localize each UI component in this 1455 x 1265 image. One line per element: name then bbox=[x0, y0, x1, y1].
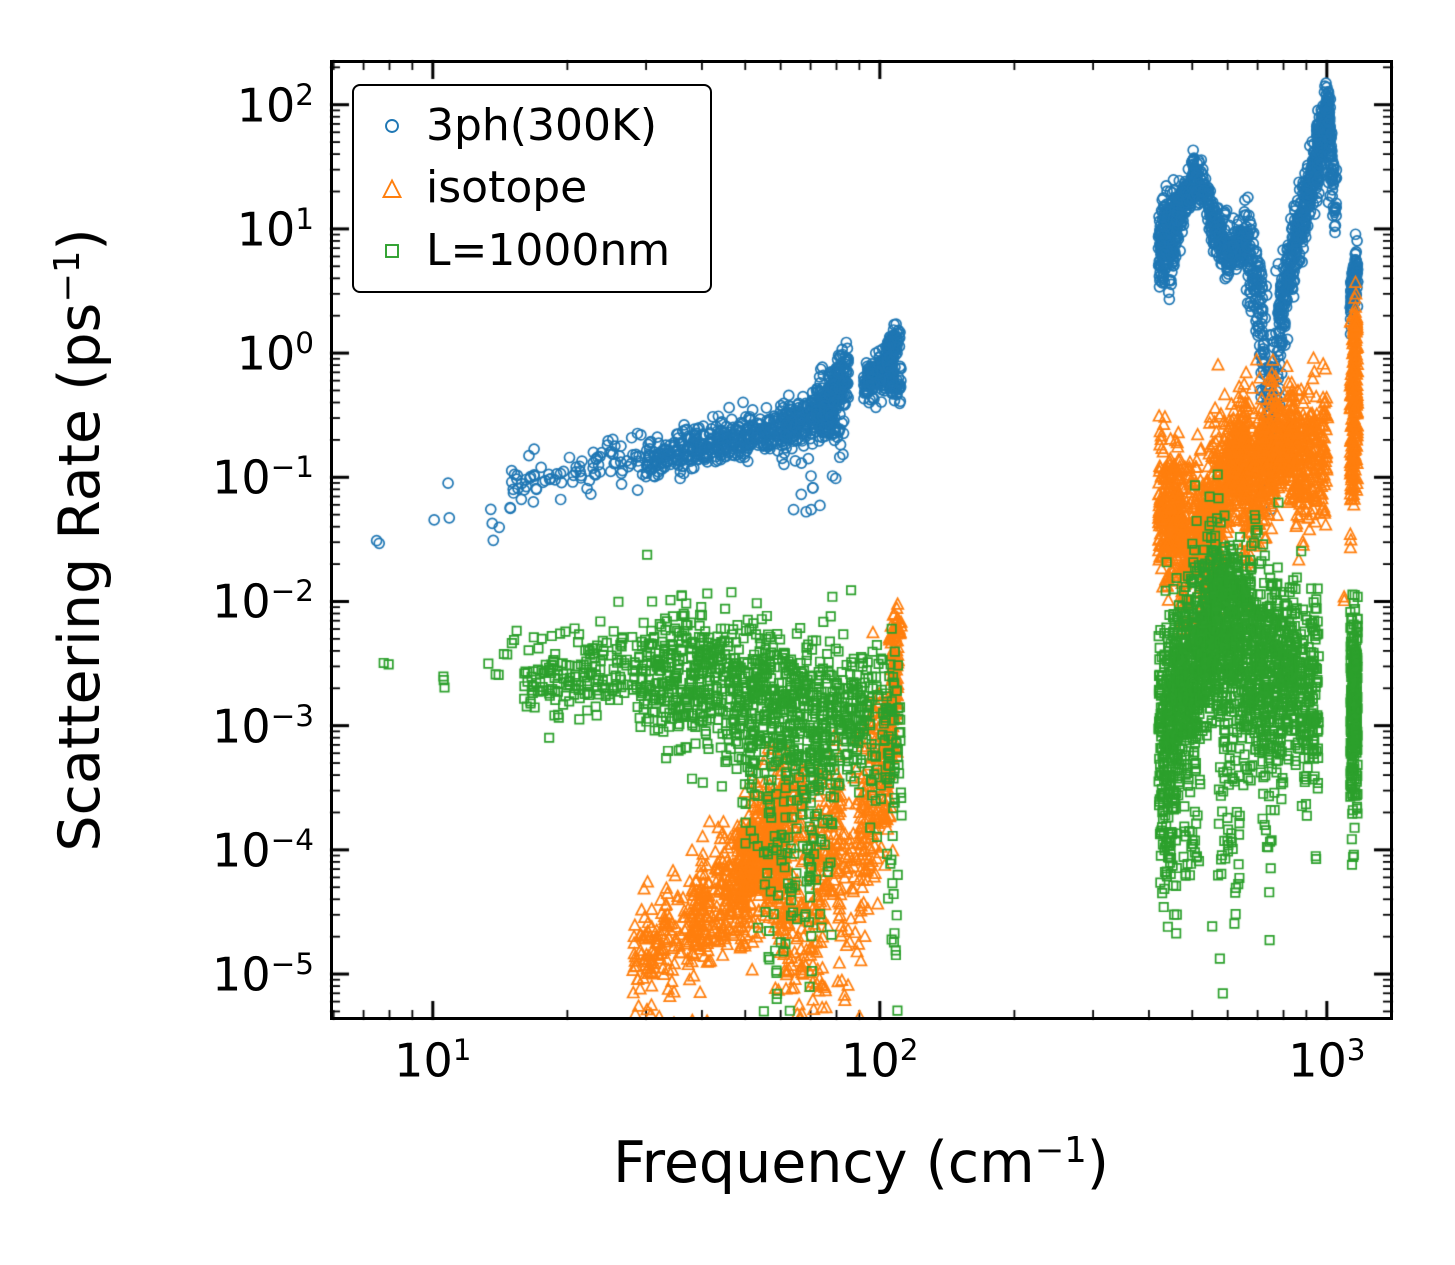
legend-label: L=1000nm bbox=[426, 224, 671, 276]
x-axis-label: Frequency (cm−1) bbox=[613, 1130, 1109, 1196]
legend-item-isotope: isotope bbox=[374, 162, 670, 214]
legend-label: isotope bbox=[426, 162, 588, 214]
triangle-marker-icon bbox=[374, 176, 410, 202]
x-tick-label-10e1: 101 bbox=[394, 1033, 472, 1088]
circle-marker-icon bbox=[374, 113, 410, 139]
y-tick-label-10e2: 102 bbox=[236, 77, 314, 133]
y-tick-label-10e-1: 10−1 bbox=[212, 450, 314, 505]
y-axis-label: Scattering Rate (ps−1) bbox=[47, 228, 113, 851]
square-marker-icon bbox=[374, 238, 410, 264]
y-tick-label-10e-4: 10−4 bbox=[212, 822, 314, 878]
x-axis-label-sup: −1 bbox=[1034, 1130, 1087, 1171]
legend-item-3ph-300k-: 3ph(300K) bbox=[374, 100, 670, 151]
y-axis-label-text: Scattering Rate (ps bbox=[47, 302, 113, 852]
y-tick-label-10e1: 101 bbox=[236, 201, 314, 257]
legend-label: 3ph(300K) bbox=[426, 100, 657, 151]
x-axis-label-suffix: ) bbox=[1086, 1130, 1110, 1196]
x-axis-label-text: Frequency (cm bbox=[612, 1130, 1035, 1196]
x-tick-label-10e2: 102 bbox=[841, 1033, 919, 1088]
y-tick-label-10e-5: 10−5 bbox=[212, 947, 314, 1002]
y-axis-label-sup: −1 bbox=[47, 250, 88, 303]
y-tick-label-10e-3: 10−3 bbox=[212, 698, 314, 754]
legend-item-l-1000nm: L=1000nm bbox=[374, 224, 671, 276]
y-tick-label-10e0: 100 bbox=[236, 326, 314, 381]
y-tick-label-10e-2: 10−2 bbox=[212, 574, 314, 629]
y-axis-label-suffix: ) bbox=[47, 228, 113, 251]
x-tick-label-10e3: 103 bbox=[1288, 1033, 1366, 1088]
legend: 3ph(300K) isotope L=1000nm bbox=[352, 84, 713, 294]
